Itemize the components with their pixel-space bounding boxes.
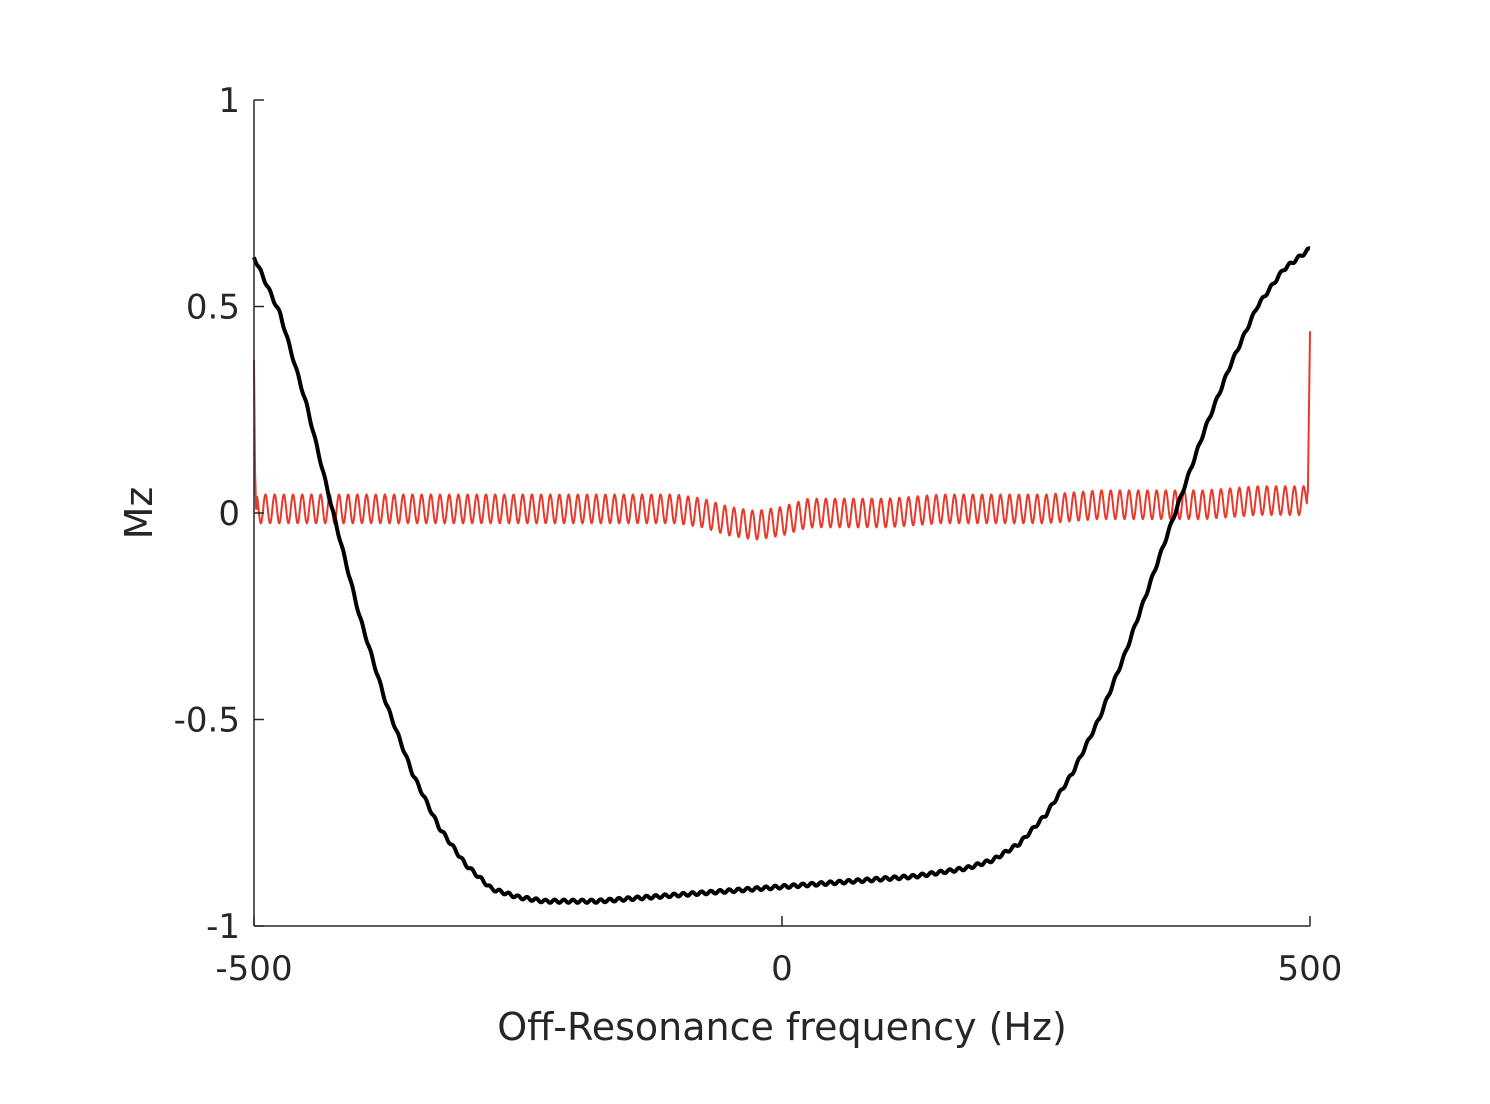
y-tick-label: 0 (218, 494, 240, 534)
tick-labels: -500 0 500 -1 -0.5 0 0.5 1 (174, 81, 1343, 989)
series-line-black (252, 246, 1311, 905)
y-tick-label: -1 (206, 907, 240, 947)
y-tick-label: 1 (218, 81, 240, 121)
plot-area (252, 246, 1311, 905)
y-tick-label: -0.5 (174, 701, 240, 741)
x-axis-label: Off-Resonance frequency (Hz) (497, 1005, 1067, 1049)
y-tick-label: 0.5 (186, 288, 240, 328)
series-line-red (253, 331, 1311, 541)
y-axis-label: Mz (117, 487, 161, 540)
x-tick-label: 0 (771, 949, 793, 989)
x-tick-label: -500 (215, 949, 292, 989)
ticks (253, 99, 1311, 927)
x-tick-label: 500 (1278, 949, 1343, 989)
